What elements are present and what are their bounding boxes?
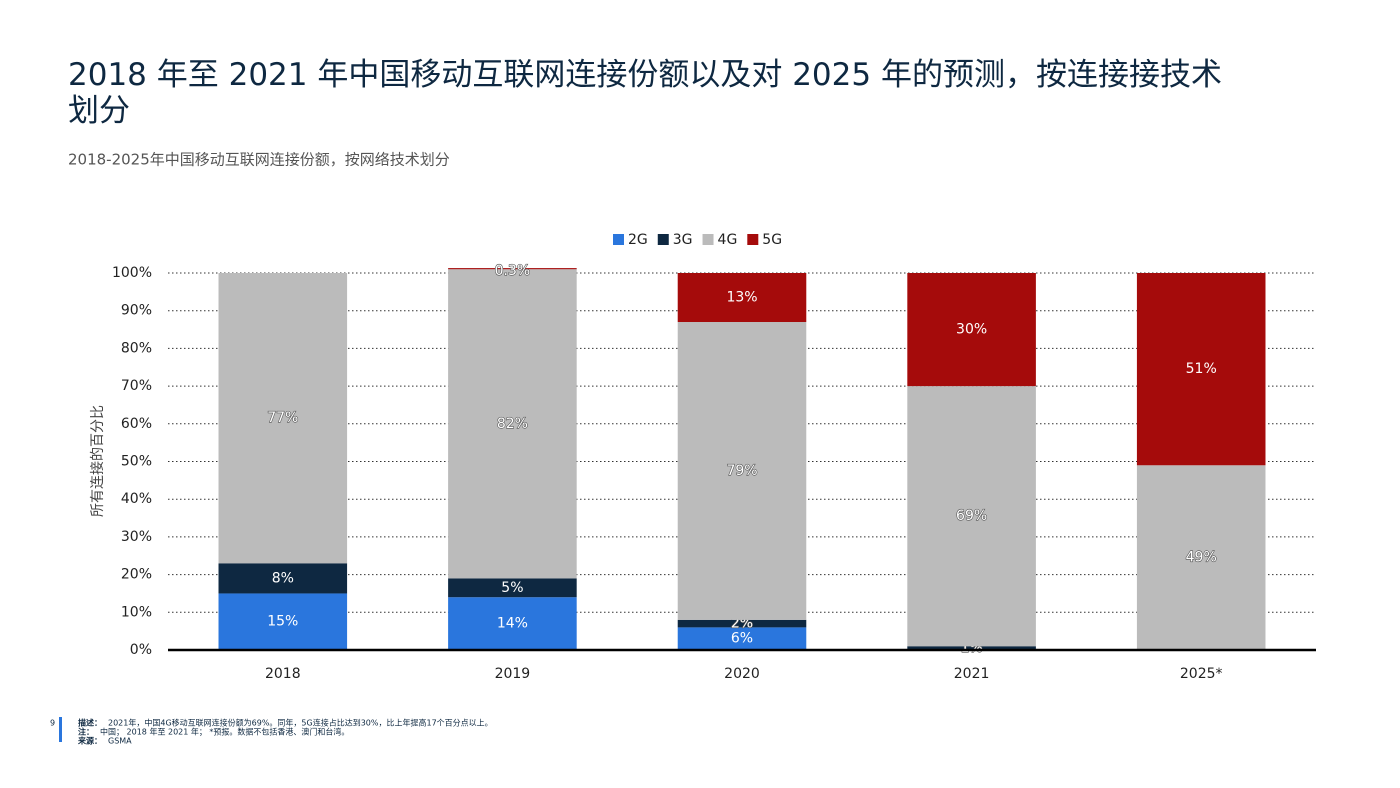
footer-key: 注： [78, 727, 94, 737]
y-tick-label: 30% [121, 529, 152, 545]
x-tick-label: 2025* [1180, 666, 1223, 682]
bar-segment [448, 597, 577, 650]
data-label: 6% [731, 631, 753, 647]
bar-segment [448, 578, 577, 598]
legend-label: 5G [762, 232, 782, 248]
bar-segment [218, 563, 348, 594]
footer-text: GSMA [108, 737, 132, 746]
y-axis-label: 所有连接的百分比 [89, 405, 106, 517]
bar-segment [907, 273, 1036, 387]
bar-segment [1136, 273, 1266, 466]
y-tick-label: 40% [121, 491, 152, 507]
x-tick-label: 2020 [724, 666, 760, 682]
footer-accent [59, 717, 62, 742]
y-tick-label: 0% [130, 642, 152, 658]
bar-segment [677, 273, 807, 323]
footer-key: 描述： [78, 718, 102, 728]
data-label: 69% [956, 508, 987, 524]
y-tick-label: 100% [112, 265, 152, 281]
legend-label: 4G [718, 232, 738, 248]
y-tick-label: 50% [121, 454, 152, 470]
page-number: 9 [50, 719, 55, 728]
y-tick-label: 20% [121, 567, 152, 583]
data-label: 49% [1186, 550, 1217, 566]
y-tick-label: 80% [121, 340, 152, 356]
footer-key: 来源： [77, 736, 102, 746]
data-label: 0.3% [495, 263, 531, 279]
bar-segment [448, 268, 577, 270]
y-tick-label: 60% [121, 416, 152, 432]
legend-swatch [657, 234, 669, 245]
bar-segment [677, 627, 807, 650]
data-label: 30% [956, 322, 987, 338]
legend-label: 3G [673, 232, 693, 248]
data-label: 77% [267, 410, 298, 426]
x-tick-label: 2019 [495, 666, 531, 682]
data-label: 82% [497, 416, 528, 432]
data-label: 51% [1186, 361, 1217, 377]
footer-text: 2021年，中国4G移动互联网连接份额为69%。同年，5G连接占比达到30%，比… [108, 718, 493, 728]
data-label: 79% [726, 463, 757, 479]
data-label: 13% [726, 290, 757, 306]
chart-subtitle: 2018-2025年中国移动互联网连接份额，按网络技术划分 [68, 151, 450, 169]
bar-segment [907, 386, 1036, 647]
x-tick-label: 2021 [954, 666, 990, 682]
legend-swatch [702, 234, 714, 245]
y-tick-label: 90% [121, 303, 152, 319]
data-label: 8% [272, 570, 294, 586]
bar-segment [218, 593, 348, 650]
data-label: 14% [497, 616, 528, 632]
x-tick-label: 2018 [265, 666, 301, 682]
data-label: 5% [501, 580, 523, 596]
footer-text: 中国； 2018 年至 2021 年； *预报。数据不包括香港、澳门和台湾。 [100, 727, 349, 737]
bar-segment [448, 269, 577, 579]
y-tick-label: 10% [121, 604, 152, 620]
bar-segment [218, 273, 348, 564]
chart-title: 2018 年至 2021 年中国移动互联网连接份额以及对 2025 年的预测，按… [68, 57, 1222, 129]
bar-segment [677, 322, 807, 620]
legend-label: 2G [628, 232, 648, 248]
bar-segment [1136, 465, 1266, 650]
data-label: 15% [267, 614, 298, 630]
y-tick-label: 70% [121, 378, 152, 394]
bar-segment [907, 646, 1036, 650]
legend-swatch [613, 234, 624, 245]
bar-segment [677, 619, 807, 628]
legend-swatch [747, 234, 759, 245]
